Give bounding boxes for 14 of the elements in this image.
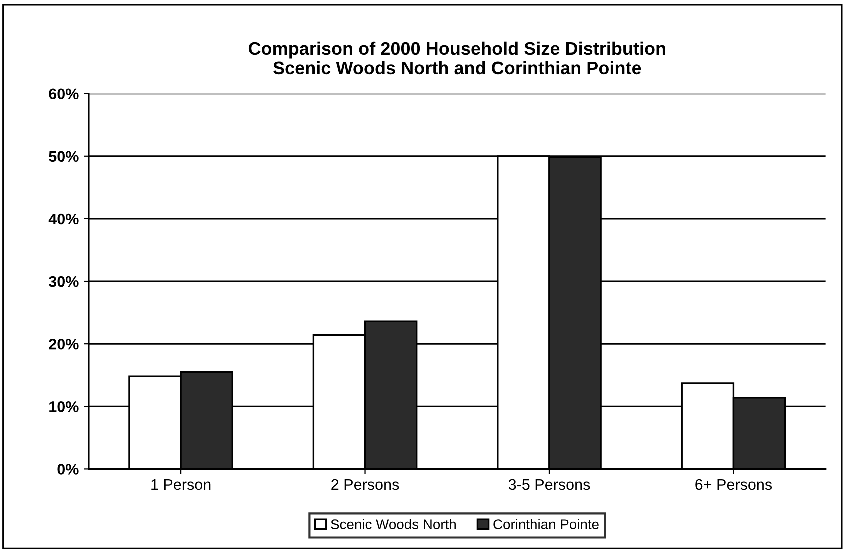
y-tick-label: 40% [48,214,79,225]
legend-label: Scenic Woods North [331,519,456,530]
y-tick-label: 0% [58,464,79,475]
x-tick-label: 2 Persons [332,479,400,490]
x-tick-label: 1 Person [152,479,211,490]
x-tick-label: 3-5 Persons [508,479,590,490]
chart-title: Comparison of 2000 Household Size Distribution Scenic Woods North and Corinthian Pointe [248,42,666,75]
y-tick-label: 10% [50,402,79,412]
legend-label: Corinthian Pointe [494,519,599,530]
y-tick-label: 50% [49,151,79,162]
x-tick-label: 6+ Persons [696,479,772,490]
y-tick-label: 30% [48,276,79,288]
y-tick-label: 20% [49,338,79,350]
y-tick-label: 60% [49,88,79,100]
